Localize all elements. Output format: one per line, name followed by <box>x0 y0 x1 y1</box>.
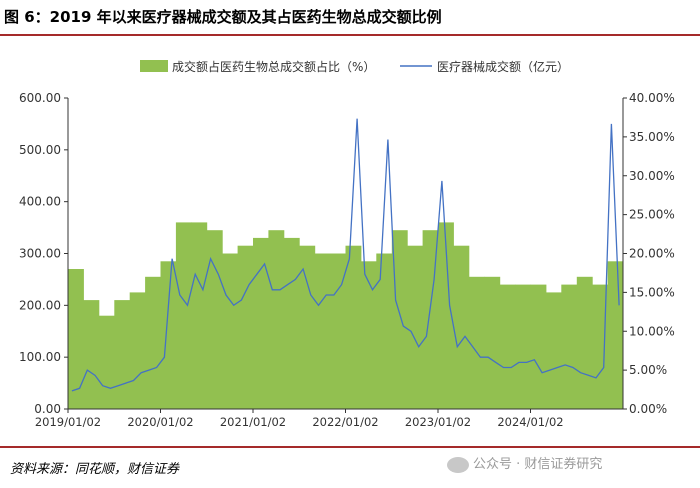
line-path <box>71 118 620 392</box>
axes: 0.00 100.00 200.00 300.00 400.00 500.00 600.00… <box>19 91 675 429</box>
bar <box>468 276 485 409</box>
bar <box>438 222 454 409</box>
right-tick-label: 10.00% <box>629 324 675 338</box>
source-note: 资料来源：同花顺，财信证券 <box>10 462 180 477</box>
bar <box>160 261 177 409</box>
bar <box>299 245 316 409</box>
bar <box>283 237 300 409</box>
bar <box>145 276 161 409</box>
watermark: 公众号 · 财信证券研究 <box>447 453 602 473</box>
legend-bar-label: 成交额占医药生物总成交额占比（%） <box>172 59 375 74</box>
bar <box>376 253 393 409</box>
title-bar: 图 6：2019 年以来医疗器械成交额及其占医药生物总成交额比例 <box>0 0 700 36</box>
bar <box>175 222 192 409</box>
left-tick-label: 100.00 <box>19 350 61 364</box>
bar <box>68 269 84 409</box>
right-tick-label: 0.00% <box>629 402 667 416</box>
legend-bar-swatch <box>140 60 168 72</box>
bar <box>114 300 131 409</box>
x-tick-label: 2024/01/02 <box>497 415 563 429</box>
x-tick-label: 2019/01/02 <box>35 415 101 429</box>
chart: 0.00 100.00 200.00 300.00 400.00 500.00 600.00… <box>19 59 675 429</box>
bar <box>576 276 593 409</box>
watermark-text: 公众号 · 财信证券研究 <box>473 457 603 472</box>
bar <box>499 284 516 409</box>
bar <box>484 276 501 409</box>
legend-line-label: 医疗器械成交额（亿元） <box>437 59 569 74</box>
bar-series <box>68 222 624 409</box>
bar <box>453 245 470 409</box>
bar <box>253 237 269 409</box>
left-tick-label: 400.00 <box>19 195 61 209</box>
line-series <box>71 118 620 392</box>
right-tick-label: 30.00% <box>629 169 675 183</box>
source-divider <box>0 446 700 448</box>
right-tick-label: 15.00% <box>629 285 675 299</box>
left-tick-label: 500.00 <box>19 143 61 157</box>
legend: 成交额占医药生物总成交额占比（%） 医疗器械成交额（亿元） <box>140 59 569 74</box>
right-tick-label: 40.00% <box>629 91 675 105</box>
x-tick-label: 2022/01/02 <box>312 415 378 429</box>
bar <box>83 300 100 409</box>
bar <box>268 230 285 409</box>
right-tick-label: 5.00% <box>629 363 667 377</box>
bar <box>222 253 239 409</box>
bar <box>206 230 223 409</box>
right-tick-label: 35.00% <box>629 130 675 144</box>
bar <box>561 284 578 409</box>
left-tick-label: 600.00 <box>19 91 61 105</box>
right-tick-label: 20.00% <box>629 247 675 261</box>
bar <box>545 292 562 409</box>
bar <box>191 222 208 409</box>
x-tick-label: 2023/01/02 <box>405 415 471 429</box>
bar <box>530 284 547 409</box>
bar <box>407 245 424 409</box>
figure-title: 图 6：2019 年以来医疗器械成交额及其占医药生物总成交额比例 <box>4 8 442 26</box>
x-tick-label: 2021/01/02 <box>220 415 286 429</box>
wechat-icon <box>447 456 469 473</box>
bar <box>607 261 624 409</box>
bar <box>237 245 254 409</box>
bar <box>345 245 362 409</box>
right-tick-label: 25.00% <box>629 208 675 222</box>
left-tick-label: 200.00 <box>19 298 61 312</box>
bar <box>98 315 115 409</box>
bar <box>330 253 346 409</box>
left-tick-label: 0.00 <box>34 402 61 416</box>
bar <box>391 230 408 409</box>
left-tick-label: 300.00 <box>19 247 61 261</box>
bar <box>360 261 377 409</box>
bar <box>129 292 146 409</box>
bar <box>515 284 531 409</box>
bar <box>314 253 331 409</box>
x-tick-label: 2020/01/02 <box>127 415 193 429</box>
